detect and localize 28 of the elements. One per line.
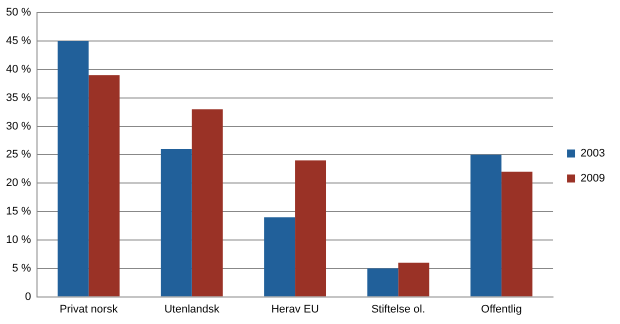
y-tick-label: 10 % — [6, 234, 32, 246]
bar — [295, 160, 326, 296]
y-tick-label: 5 % — [12, 262, 32, 274]
bar — [470, 154, 502, 296]
bar — [367, 268, 398, 296]
y-tick-label: 45 % — [6, 35, 32, 48]
bar — [501, 172, 532, 296]
bar — [264, 217, 296, 296]
y-tick-label: 35 % — [6, 92, 32, 104]
x-tick-label: Privat norsk — [60, 303, 118, 316]
bar — [398, 262, 430, 296]
y-tick-label: 20 % — [6, 177, 32, 190]
y-tick-label: 40 % — [6, 63, 32, 76]
y-tick-label: 30 % — [6, 120, 32, 132]
y-tick-label: 15 % — [6, 206, 32, 218]
x-tick-label: Utenlandsk — [164, 303, 220, 316]
x-tick-label: Stiftelse ol. — [371, 303, 426, 316]
bar — [192, 109, 223, 296]
x-tick-label: Offentlig — [481, 303, 522, 316]
legend-label: 2003 — [580, 148, 606, 160]
y-tick-label: 25 % — [6, 148, 32, 161]
y-tick-label: 50 % — [6, 6, 32, 19]
bar — [88, 75, 120, 296]
y-tick-label: 0 — [24, 290, 32, 303]
x-tick-label: Herav EU — [271, 303, 319, 316]
bar — [160, 149, 192, 296]
bar — [58, 41, 89, 296]
legend-label: 2009 — [580, 172, 606, 185]
